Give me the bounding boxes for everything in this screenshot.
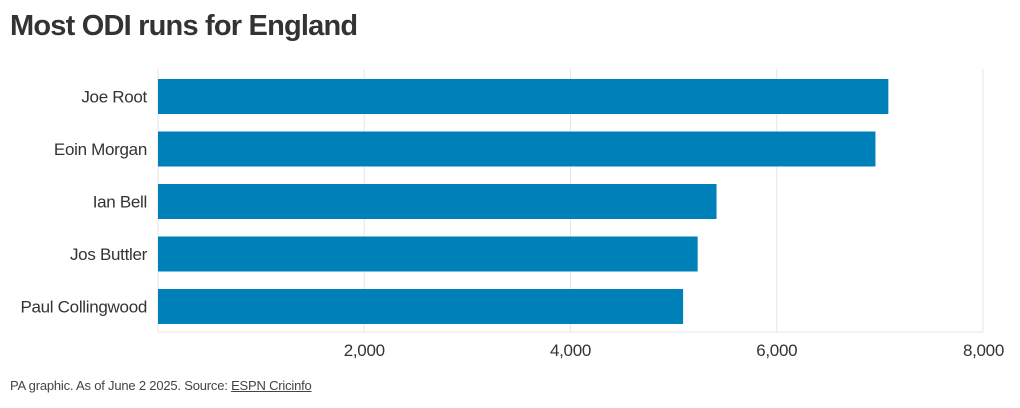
footer-text: PA graphic. As of June 2 2025. Source: xyxy=(10,378,232,393)
bar xyxy=(158,79,889,114)
x-axis-tick-labels: 2,000 4,000 6,000 8,000 xyxy=(344,341,1005,360)
source-link[interactable]: ESPN Cricinfo xyxy=(231,378,312,393)
x-tick-label: 4,000 xyxy=(550,341,591,360)
bar xyxy=(158,131,876,167)
x-tick-label: 2,000 xyxy=(344,341,385,360)
category-label: Eoin Morgan xyxy=(54,140,147,159)
footer-note: PA graphic. As of June 2 2025. Source: E… xyxy=(10,378,312,393)
bars xyxy=(158,79,889,324)
x-tick-label: 6,000 xyxy=(756,341,797,360)
category-label: Jos Buttler xyxy=(70,245,148,264)
bar xyxy=(158,184,717,219)
x-tick-label: 8,000 xyxy=(963,341,1004,360)
category-labels: Joe Root Eoin Morgan Ian Bell Jos Buttler Pa… xyxy=(20,88,147,317)
category-label: Joe Root xyxy=(81,88,147,107)
category-label: Ian Bell xyxy=(93,193,147,212)
bar xyxy=(158,236,698,272)
bar-chart: Joe Root Eoin Morgan Ian Bell Jos Buttler Pa… xyxy=(20,69,1005,360)
bar xyxy=(158,289,684,324)
category-label: Paul Collingwood xyxy=(20,298,147,317)
chart-title: Most ODI runs for England xyxy=(10,10,358,42)
